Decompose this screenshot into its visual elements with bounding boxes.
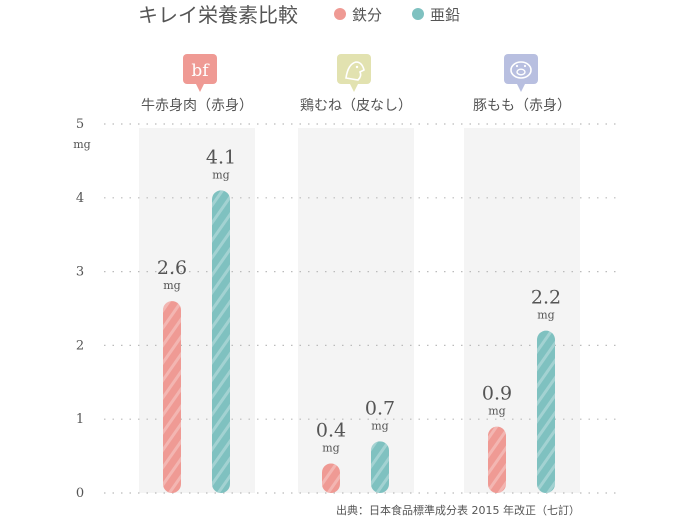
pig-icon xyxy=(504,54,538,92)
bar-texture xyxy=(322,463,340,493)
value-label: 2.6 xyxy=(157,257,187,279)
y-tick-label: 1 xyxy=(76,412,84,427)
value-label: 0.7 xyxy=(365,397,395,419)
value-label: 0.4 xyxy=(316,419,346,441)
y-tick-label: 0 xyxy=(76,486,84,501)
value-unit-label: mg xyxy=(537,309,554,322)
value-unit-label: mg xyxy=(212,168,229,181)
legend-zinc-label: 亜鉛 xyxy=(430,6,460,24)
legend-iron-label: 鉄分 xyxy=(352,6,382,24)
source-note: 出典：日本食品標準成分表 2015 年改正（七訂） xyxy=(336,503,580,517)
category-label-chicken: 鶏むね（皮なし） xyxy=(300,98,412,114)
beef-icon-label: bf xyxy=(191,61,210,81)
value-unit-label: mg xyxy=(163,279,180,292)
value-unit-label: mg xyxy=(488,405,505,418)
category-band-1 xyxy=(139,128,255,493)
category-label-pork: 豚もも（赤身） xyxy=(473,98,571,114)
category-band-3 xyxy=(464,128,580,493)
category-band-2 xyxy=(298,128,414,493)
value-unit-label: mg xyxy=(322,441,339,454)
value-label: 2.2 xyxy=(531,287,561,309)
chicken-icon xyxy=(337,54,371,92)
category-label-beef: 牛赤身肉（赤身） xyxy=(141,98,253,114)
bar-texture xyxy=(163,301,181,493)
bar-texture xyxy=(212,190,230,494)
y-axis-unit-label: mg xyxy=(73,138,90,151)
value-label: 0.9 xyxy=(482,383,512,405)
value-unit-label: mg xyxy=(371,419,388,432)
y-tick-label: 4 xyxy=(76,191,84,206)
chart-title: キレイ栄養素比較 xyxy=(138,3,298,27)
bar-texture xyxy=(371,441,389,493)
legend-iron-swatch xyxy=(334,8,346,20)
value-label: 4.1 xyxy=(206,146,236,168)
bar-texture xyxy=(488,426,506,493)
legend-zinc-swatch xyxy=(412,8,424,20)
y-tick-label: 2 xyxy=(76,338,84,353)
y-tick-label: 3 xyxy=(76,265,84,280)
bar-texture xyxy=(537,330,555,493)
beef-icon: bf xyxy=(183,54,217,92)
y-tick-label: 5 xyxy=(76,117,84,132)
